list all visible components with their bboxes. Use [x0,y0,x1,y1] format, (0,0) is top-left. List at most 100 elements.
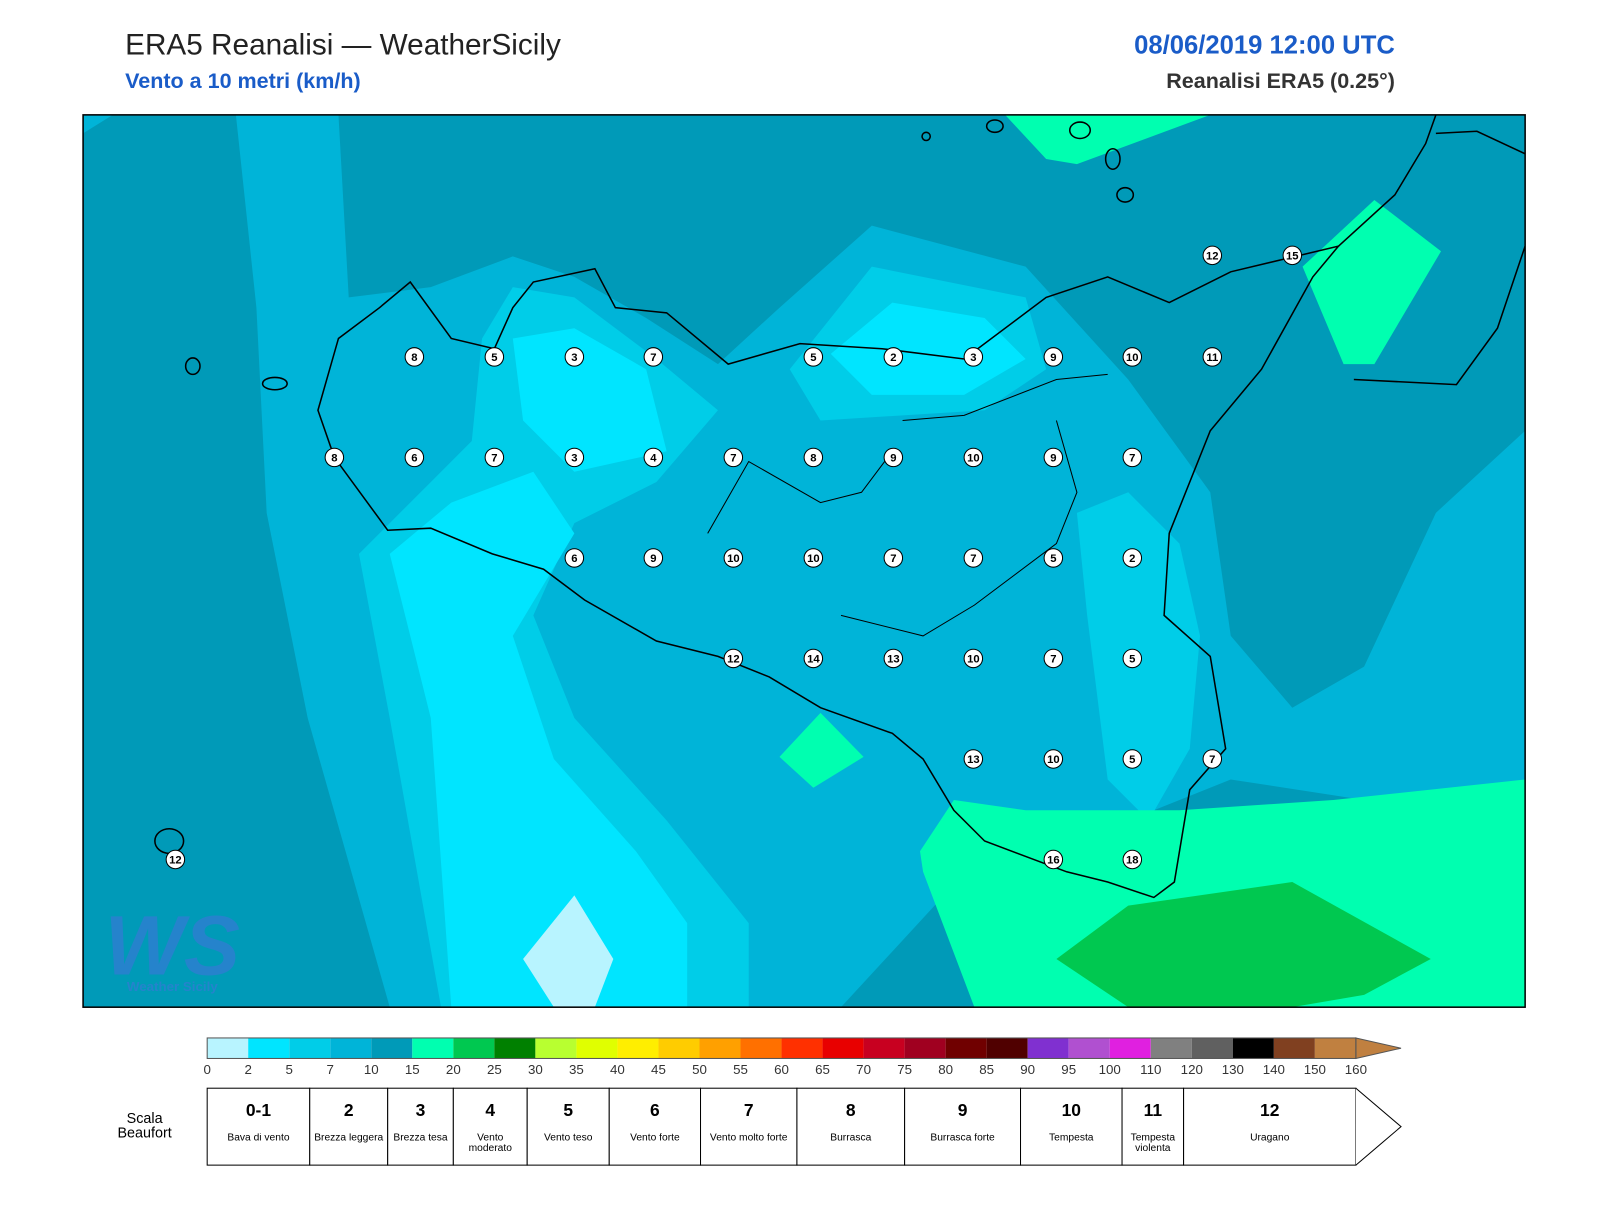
colorbar-tick-label: 80 [938,1062,953,1077]
beaufort-name-box: Brezza leggera [314,1133,383,1143]
station-marker [1202,749,1223,769]
station-value: 5 [810,352,816,364]
colorbar-tick-label: 65 [815,1062,830,1077]
station-marker [165,849,186,870]
beaufort-arrow [1355,1087,1402,1166]
wind-zone [523,895,614,1008]
colorbar-tick-label: 140 [1263,1062,1285,1077]
station-marker [963,347,984,367]
colorbar-swatch [945,1037,987,1059]
station-marker [1202,245,1223,266]
station-value: 3 [970,352,976,364]
station-marker [1122,749,1143,769]
wind-zone [1056,882,1431,1008]
station-value: 8 [810,453,816,465]
beaufort-cell [387,1087,454,1166]
colorbar-swatch [1109,1037,1151,1059]
station-marker [1122,648,1143,669]
beaufort-force: 3 [416,1100,426,1120]
stations: 12 15 8 5 3 7 5 2 3 9 10 11 8 6 7 3 4 7 8 9 10 9 7 6 9 10 10 7 7 5 2 12… [165,245,1303,870]
beaufort-name-box: Vento moderato [469,1133,512,1153]
colorbar-tick-label: 15 [405,1062,420,1077]
beaufort-force: 8 [846,1100,856,1120]
beaufort-cell [608,1087,702,1166]
wind-zone [779,712,864,788]
beaufort-force: 6 [650,1100,660,1120]
station-marker [484,347,505,367]
colorbar-swatch [986,1037,1028,1059]
colorbar-tick-label: 45 [651,1062,666,1077]
station-value: 12 [169,855,182,867]
beaufort-name-box: Uragano [1250,1133,1289,1143]
beaufort-cell [796,1087,906,1166]
station-value: 10 [1126,352,1139,364]
colorbar-tick-label: 150 [1304,1062,1326,1077]
beaufort-label-box: Scala Beaufort [117,1111,171,1140]
beaufort-force: 5 [563,1100,573,1120]
station-marker [1043,648,1064,669]
station-marker [963,648,984,669]
station-value: 7 [1129,453,1135,465]
map: 12 15 8 5 3 7 5 2 3 9 10 11 8 6 7 3 4 7 8 9 10 9 7 6 9 10 10 7 7 5 2 12… [82,114,1526,1008]
station-value: 6 [571,553,577,565]
station-value: 4 [650,453,657,465]
station-value: 7 [491,453,497,465]
beaufort-name: Brezza tesa [393,1133,448,1144]
station-value: 9 [1050,453,1056,465]
beaufort-name: Burrasca [830,1133,872,1144]
colorbar-swatch [658,1037,700,1059]
beaufort-cell [904,1087,1022,1166]
station-marker [723,648,744,669]
wind-zone [512,328,667,472]
beaufort-name: Vento teso [543,1133,593,1144]
colorbar-tick-label: 110 [1140,1062,1161,1077]
station-value: 7 [970,553,976,565]
beaufort-name-box: Tempesta violenta [1131,1133,1175,1153]
colorbar-tick-label: 160 [1345,1062,1367,1077]
logo-name: Weather Sicily [127,979,218,994]
station-value: 12 [727,654,740,666]
station-value: 10 [807,553,820,565]
station-value: 7 [1050,654,1056,666]
colorbar-tick-label: 55 [733,1062,748,1077]
station-value: 18 [1126,855,1139,867]
station-value: 7 [730,453,736,465]
title: ERA5 Reanalisi — WeatherSicily [125,28,561,61]
station-marker [803,548,824,568]
station-marker [963,447,984,468]
colorbar: 0 2 5 7 10 15 20 25 30 35 40 45 50 55 60 65 70 75 80 85 90 95… [203,1037,1402,1077]
station-value: 2 [1129,553,1135,565]
beaufort-force: 4 [485,1100,495,1120]
beaufort-force: 10 [1062,1100,1081,1120]
wind-zone [1302,200,1442,365]
station-marker [643,548,664,568]
station-value: 5 [1129,654,1135,666]
colorbar-tick-label: 0 [203,1062,210,1077]
colorbar-tick-label: 20 [446,1062,461,1077]
colorbar-frame [206,1037,1357,1059]
station-marker [564,548,585,568]
station-marker [883,347,904,367]
station-marker [1122,347,1143,367]
colorbar-tick-label: 40 [610,1062,625,1077]
station-marker [324,447,345,468]
station-marker [883,447,904,468]
station-value: 9 [890,453,896,465]
beaufort-name: Vento forte [630,1133,680,1144]
station-marker [1043,447,1064,468]
station-marker [1122,548,1143,568]
station-marker [803,447,824,468]
station-value: 14 [807,654,820,666]
station-value: 2 [890,352,896,364]
colorbar-swatch [1150,1037,1192,1059]
colorbar-swatch [289,1037,331,1059]
station-value: 7 [650,352,656,364]
colorbar-swatch [1068,1037,1110,1059]
station-value: 12 [1206,250,1219,262]
colorbar-swatch [740,1037,782,1059]
colorbar-tick-label: 90 [1020,1062,1035,1077]
colorbar-swatch [863,1037,905,1059]
station-marker [564,447,585,468]
